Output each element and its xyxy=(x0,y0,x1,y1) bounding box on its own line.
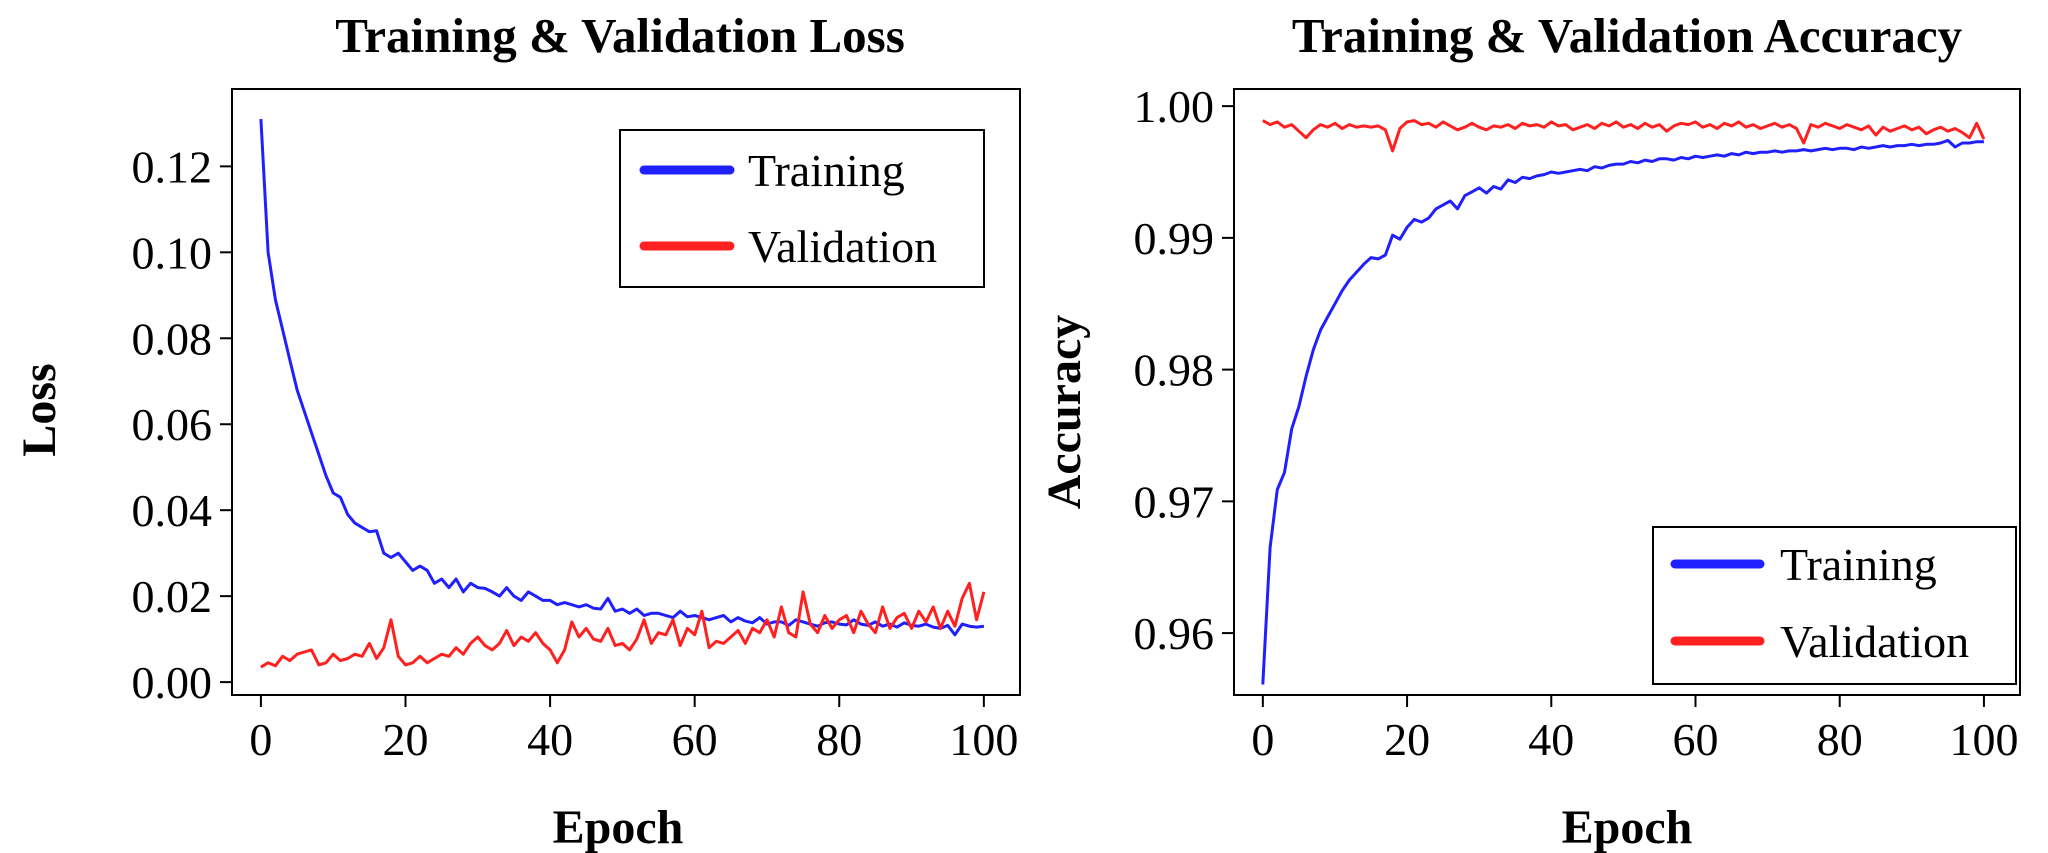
accuracy-y-axis-label: Accuracy xyxy=(1038,315,1091,510)
accuracy-x-tick-label: 60 xyxy=(1673,714,1719,765)
accuracy-legend-validation-label: Validation xyxy=(1780,616,1969,667)
accuracy-chart-title: Training & Validation Accuracy xyxy=(1292,8,1963,63)
loss-x-tick-label: 40 xyxy=(527,714,573,765)
accuracy-training-line xyxy=(1261,138,1984,685)
accuracy-x-axis-label: Epoch xyxy=(1562,801,1693,853)
loss-y-axis-label: Loss xyxy=(13,363,66,456)
loss-plot-frame xyxy=(231,88,1021,696)
loss-y-tick-label: 0.04 xyxy=(132,485,213,536)
loss-legend-training-label: Training xyxy=(748,145,905,196)
loss-series-layer xyxy=(259,119,986,669)
loss-y-tick-label: 0.12 xyxy=(132,141,213,192)
loss-validation-line xyxy=(260,581,986,669)
accuracy-y-tick-label: 0.98 xyxy=(1134,345,1215,396)
loss-x-axis-label: Epoch xyxy=(553,801,684,853)
accuracy-x-tick-label: 80 xyxy=(1817,714,1863,765)
accuracy-x-axis: 0 20 40 60 80 100 xyxy=(1251,695,2018,765)
loss-x-tick-label: 80 xyxy=(816,714,862,765)
loss-x-tick-label: 20 xyxy=(383,714,429,765)
accuracy-y-tick-label: 0.99 xyxy=(1134,213,1215,264)
accuracy-legend: Training Validation xyxy=(1652,526,2017,685)
accuracy-y-tick-label: 0.97 xyxy=(1134,476,1215,527)
loss-x-tick-label: 100 xyxy=(949,714,1018,765)
loss-y-tick-label: 0.06 xyxy=(132,399,213,450)
loss-chart-title: Training & Validation Loss xyxy=(335,8,905,63)
accuracy-y-axis: 0.96 0.97 0.98 0.99 1.00 xyxy=(1134,81,1234,659)
loss-y-tick-label: 0.08 xyxy=(132,313,213,364)
loss-chart: Training & Validation Loss 0 20 40 60 80 100 … xyxy=(13,8,1021,853)
accuracy-legend-box xyxy=(1652,526,2017,685)
loss-x-tick-label: 60 xyxy=(672,714,718,765)
accuracy-y-tick-label: 0.96 xyxy=(1134,608,1215,659)
loss-y-axis: 0.00 0.02 0.04 0.06 0.08 0.10 0.12 xyxy=(132,141,232,708)
loss-y-tick-label: 0.02 xyxy=(132,571,213,622)
loss-x-axis: 0 20 40 60 80 100 xyxy=(249,695,1018,765)
accuracy-x-tick-label: 20 xyxy=(1384,714,1430,765)
loss-legend: Training Validation xyxy=(619,129,985,288)
accuracy-x-tick-label: 100 xyxy=(1949,714,2018,765)
accuracy-x-tick-label: 0 xyxy=(1251,714,1274,765)
accuracy-plot-frame xyxy=(1233,88,2021,696)
loss-legend-box xyxy=(619,129,985,288)
loss-y-tick-label: 0.00 xyxy=(132,657,213,708)
loss-y-tick-label: 0.10 xyxy=(132,227,213,278)
accuracy-legend-training-label: Training xyxy=(1780,539,1937,590)
loss-training-line xyxy=(259,119,985,637)
accuracy-y-tick-label: 1.00 xyxy=(1134,81,1215,132)
loss-legend-validation-label: Validation xyxy=(748,221,937,272)
accuracy-validation-line xyxy=(1262,119,1986,153)
accuracy-chart: Training & Validation Accuracy 0 20 40 60 80… xyxy=(1038,8,2021,853)
accuracy-x-tick-label: 40 xyxy=(1528,714,1574,765)
accuracy-series-layer xyxy=(1261,119,1986,685)
loss-x-tick-label: 0 xyxy=(249,714,272,765)
